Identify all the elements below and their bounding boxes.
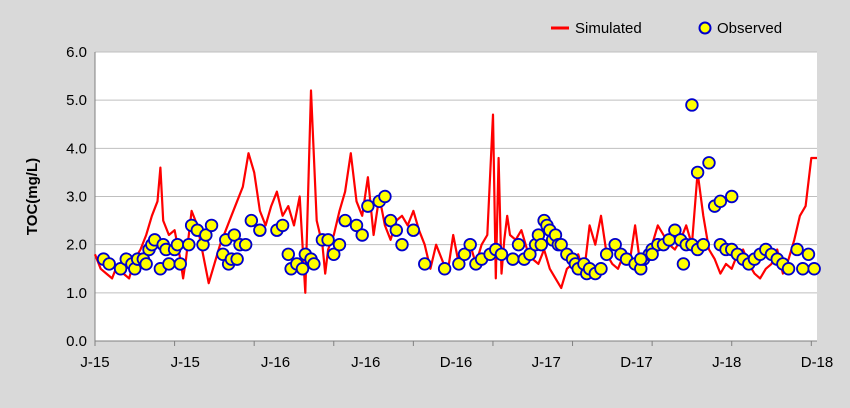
y-tick-label: 5.0 [66,92,87,109]
observed-point [690,165,705,180]
observed-point [534,237,548,252]
observed-point [668,223,682,237]
x-tick-label: J-16 [261,354,290,371]
observed-point [457,247,472,262]
observed-point [332,237,347,252]
y-tick-label: 4.0 [66,140,87,157]
observed-point [389,223,404,237]
observed-point [725,189,739,204]
observed-point [437,262,452,276]
observed-point [599,247,614,262]
observed-point [418,257,432,271]
observed-point [199,228,213,242]
observed-point [204,218,219,233]
observed-point [634,252,648,266]
observed-point [696,237,710,252]
x-tick-label: D-16 [440,354,473,371]
observed-point [702,156,716,170]
observed-point [338,213,352,228]
observed-point [102,257,116,271]
x-tick-label: J-15 [80,354,109,371]
observed-point [511,237,526,252]
axes: 0.0 1.0 2.0 3.0 4.0 5.0 6.0 J-15 J-15 J-16 J-16 D-1… [66,44,833,371]
observed-point [554,237,568,252]
x-tick-label: D-17 [620,354,653,371]
y-tick-label: 2.0 [66,237,87,254]
observed-point [796,262,810,276]
observed-point [801,247,816,262]
observed-point [253,223,267,237]
observed-point [327,247,341,262]
y-tick-label: 1.0 [66,285,87,302]
x-tick-label: J-16 [351,354,380,371]
observed-point [321,233,335,247]
observed-point [645,247,659,262]
observed-series [96,98,821,281]
observed-point [523,247,537,262]
y-tick-label: 6.0 [66,44,87,61]
observed-point [452,257,466,271]
observed-point [506,252,520,266]
observed-point [383,213,398,228]
observed-point [170,237,185,252]
observed-point [113,262,128,276]
legend: Simulated Observed [551,20,782,37]
observed-point [685,98,699,112]
x-tick-label: J-17 [532,354,561,371]
observed-point [361,199,375,213]
observed-point [781,262,796,276]
x-tick-label: J-15 [171,354,200,371]
observed-point [395,237,409,252]
observed-point [238,237,253,252]
observed-point [307,257,321,271]
observed-point [244,213,259,228]
observed-point [807,262,821,276]
observed-point [608,237,622,252]
x-tick-label: D-18 [801,354,834,371]
observed-point [594,262,608,276]
observed-point [281,247,295,262]
observed-point [349,218,364,233]
observed-point [790,242,804,257]
observed-point [227,228,241,242]
observed-point [463,237,477,252]
observed-point [162,257,176,271]
observed-point [139,257,153,271]
observed-point [275,218,290,233]
legend-observed-marker [698,21,712,35]
legend-observed-label: Observed [717,20,782,37]
x-tick-label: J-18 [712,354,741,371]
observed-point [713,194,728,209]
y-tick-label: 0.0 [66,333,87,350]
observed-point [406,223,421,237]
observed-point [182,237,196,252]
observed-point [494,247,509,262]
observed-point [355,228,369,242]
observed-point [295,262,310,276]
observed-point [676,257,691,271]
y-tick-label: 3.0 [66,189,87,206]
legend-simulated-label: Simulated [575,20,642,37]
y-axis-label: TOC(mg/L) [24,158,41,235]
observed-point [173,257,187,271]
observed-point [230,252,244,266]
observed-point [378,189,392,204]
